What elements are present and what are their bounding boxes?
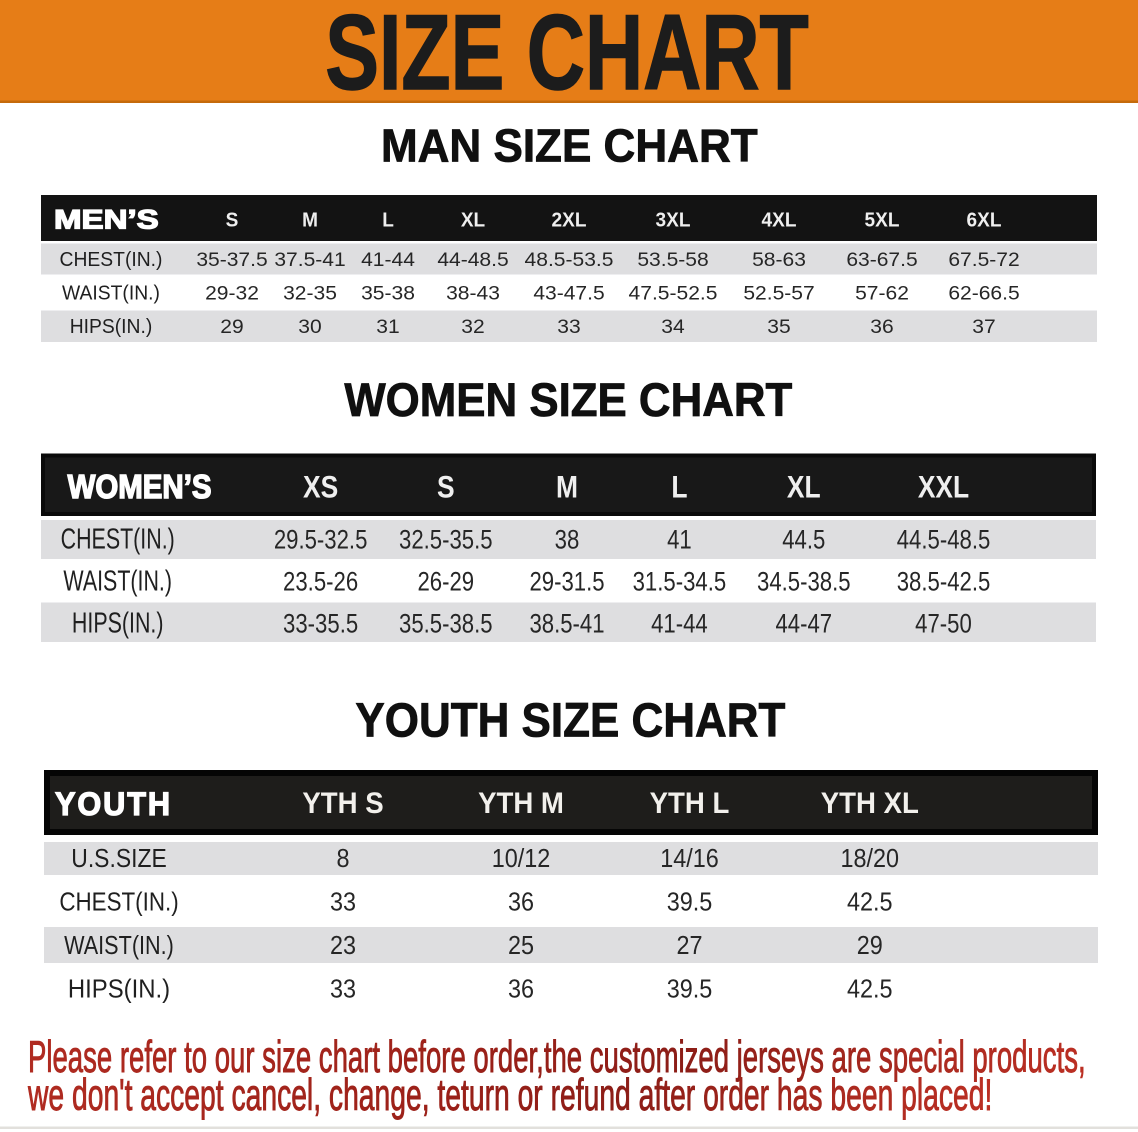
svg-text:M: M xyxy=(556,470,578,505)
svg-text:29-31.5: 29-31.5 xyxy=(529,568,604,598)
svg-text:XL: XL xyxy=(461,209,485,232)
svg-text:57-62: 57-62 xyxy=(855,283,909,304)
svg-text:WAIST(IN.): WAIST(IN.) xyxy=(63,566,172,598)
svg-text:37: 37 xyxy=(972,317,995,338)
svg-text:29-32: 29-32 xyxy=(205,283,259,304)
svg-text:5XL: 5XL xyxy=(865,209,900,232)
svg-text:23: 23 xyxy=(330,932,356,960)
svg-text:58-63: 58-63 xyxy=(752,250,806,271)
svg-text:47-50: 47-50 xyxy=(915,610,972,640)
svg-text:62-66.5: 62-66.5 xyxy=(948,283,1019,304)
svg-text:41-44: 41-44 xyxy=(361,250,415,271)
svg-text:67.5-72: 67.5-72 xyxy=(948,250,1019,271)
svg-text:34: 34 xyxy=(661,317,684,338)
svg-text:44-47: 44-47 xyxy=(775,610,832,640)
svg-text:WAIST(IN.): WAIST(IN.) xyxy=(64,931,174,960)
svg-text:XL: XL xyxy=(787,470,821,505)
svg-text:HIPS(IN.): HIPS(IN.) xyxy=(68,975,170,1004)
svg-text:MEN’S: MEN’S xyxy=(54,205,159,234)
svg-text:YTH M: YTH M xyxy=(478,787,564,820)
svg-text:YOUTH SIZE CHART: YOUTH SIZE CHART xyxy=(355,693,785,747)
svg-text:44-48.5: 44-48.5 xyxy=(437,250,508,271)
svg-text:30: 30 xyxy=(298,317,321,338)
svg-text:MAN SIZE CHART: MAN SIZE CHART xyxy=(381,119,758,171)
svg-text:38: 38 xyxy=(555,526,580,556)
svg-text:33: 33 xyxy=(330,975,356,1003)
svg-text:CHEST(IN.): CHEST(IN.) xyxy=(61,524,175,556)
svg-text:33: 33 xyxy=(330,888,356,916)
svg-text:YTH XL: YTH XL xyxy=(821,787,919,820)
svg-text:2XL: 2XL xyxy=(552,209,587,232)
svg-text:35-37.5: 35-37.5 xyxy=(196,250,267,271)
svg-text:S: S xyxy=(437,470,455,505)
svg-text:31.5-34.5: 31.5-34.5 xyxy=(633,568,727,598)
svg-text:29.5-32.5: 29.5-32.5 xyxy=(274,526,368,556)
svg-text:32: 32 xyxy=(461,317,484,338)
svg-text:41: 41 xyxy=(667,526,692,556)
svg-text:23.5-26: 23.5-26 xyxy=(283,568,358,598)
svg-text:M: M xyxy=(302,209,318,232)
svg-text:63-67.5: 63-67.5 xyxy=(846,250,917,271)
svg-text:CHEST(IN.): CHEST(IN.) xyxy=(60,249,163,271)
svg-text:44.5-48.5: 44.5-48.5 xyxy=(897,526,991,556)
svg-text:S: S xyxy=(226,209,239,232)
svg-text:35-38: 35-38 xyxy=(361,283,415,304)
svg-text:HIPS(IN.): HIPS(IN.) xyxy=(70,316,153,338)
svg-text:39.5: 39.5 xyxy=(667,975,713,1003)
svg-text:18/20: 18/20 xyxy=(841,845,900,873)
svg-text:35.5-38.5: 35.5-38.5 xyxy=(399,610,493,640)
svg-text:52.5-57: 52.5-57 xyxy=(743,283,814,304)
svg-text:35: 35 xyxy=(767,317,790,338)
svg-text:33: 33 xyxy=(557,317,580,338)
svg-text:36: 36 xyxy=(508,888,534,916)
svg-text:41-44: 41-44 xyxy=(651,610,708,640)
svg-text:34.5-38.5: 34.5-38.5 xyxy=(757,568,851,598)
svg-text:48.5-53.5: 48.5-53.5 xyxy=(525,250,614,271)
svg-text:25: 25 xyxy=(508,932,534,960)
svg-text:53.5-58: 53.5-58 xyxy=(637,250,708,271)
svg-text:WAIST(IN.): WAIST(IN.) xyxy=(62,282,160,304)
svg-text:29: 29 xyxy=(857,932,883,960)
svg-text:WOMEN’S: WOMEN’S xyxy=(68,468,212,505)
svg-text:WOMEN SIZE CHART: WOMEN SIZE CHART xyxy=(344,374,792,427)
svg-text:YTH L: YTH L xyxy=(650,787,730,820)
svg-text:YTH S: YTH S xyxy=(302,787,383,820)
svg-text:26-29: 26-29 xyxy=(417,568,474,598)
svg-text:38-43: 38-43 xyxy=(446,283,500,304)
svg-text:36: 36 xyxy=(870,317,893,338)
svg-text:37.5-41: 37.5-41 xyxy=(274,250,345,271)
svg-text:6XL: 6XL xyxy=(967,209,1002,232)
svg-text:31: 31 xyxy=(376,317,399,338)
svg-text:CHEST(IN.): CHEST(IN.) xyxy=(59,888,178,917)
svg-text:L: L xyxy=(671,470,687,505)
svg-text:42.5: 42.5 xyxy=(847,975,893,1003)
svg-text:38.5-42.5: 38.5-42.5 xyxy=(897,568,991,598)
svg-text:HIPS(IN.): HIPS(IN.) xyxy=(72,608,164,640)
svg-text:32-35: 32-35 xyxy=(283,283,337,304)
svg-text:38.5-41: 38.5-41 xyxy=(529,610,604,640)
svg-text:36: 36 xyxy=(508,975,534,1003)
svg-text:U.S.SIZE: U.S.SIZE xyxy=(71,845,166,874)
svg-text:YOUTH: YOUTH xyxy=(55,785,172,822)
svg-text:3XL: 3XL xyxy=(656,209,691,232)
svg-text:32.5-35.5: 32.5-35.5 xyxy=(399,526,493,556)
svg-text:39.5: 39.5 xyxy=(667,888,713,916)
svg-text:SIZE CHART: SIZE CHART xyxy=(325,0,808,113)
svg-text:L: L xyxy=(382,209,394,232)
svg-text:XXL: XXL xyxy=(918,470,969,505)
svg-text:we don't accept cancel, change: we don't accept cancel, change, teturn o… xyxy=(27,1069,992,1119)
svg-text:29: 29 xyxy=(220,317,243,338)
svg-text:43-47.5: 43-47.5 xyxy=(533,283,604,304)
svg-text:14/16: 14/16 xyxy=(660,845,719,873)
svg-text:8: 8 xyxy=(336,845,349,873)
svg-text:42.5: 42.5 xyxy=(847,888,893,916)
svg-text:XS: XS xyxy=(303,470,338,505)
svg-text:10/12: 10/12 xyxy=(492,845,551,873)
svg-text:33-35.5: 33-35.5 xyxy=(283,610,358,640)
svg-text:4XL: 4XL xyxy=(762,209,797,232)
svg-text:44.5: 44.5 xyxy=(782,526,825,556)
svg-text:27: 27 xyxy=(676,932,702,960)
svg-text:Please refer to our size chart: Please refer to our size chart before or… xyxy=(28,1032,1086,1081)
svg-text:47.5-52.5: 47.5-52.5 xyxy=(629,283,718,304)
